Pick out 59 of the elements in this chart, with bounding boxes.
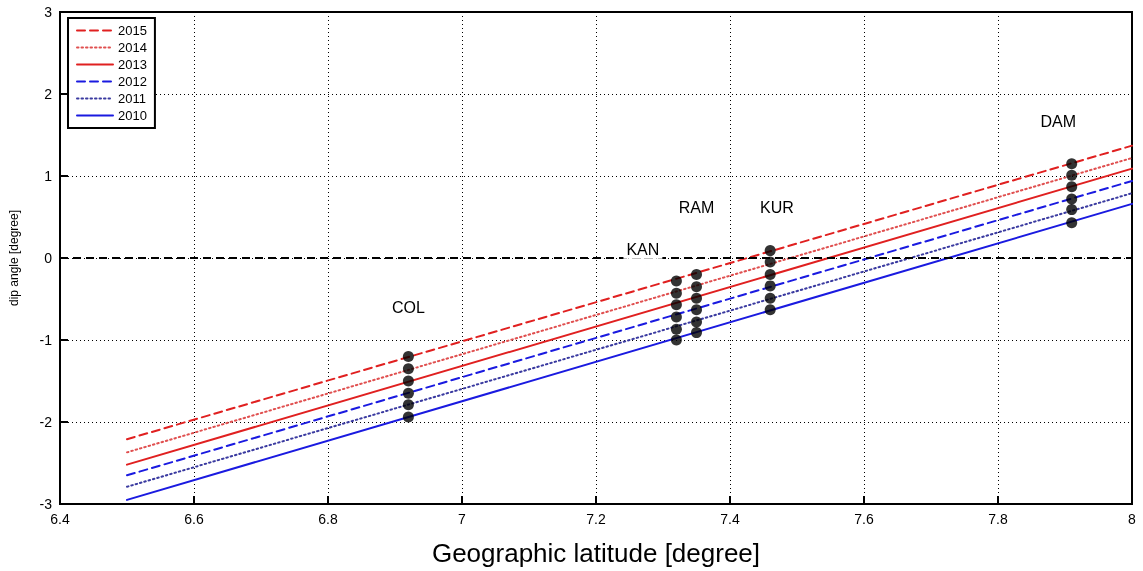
x-tick-label: 7.6 bbox=[854, 511, 874, 527]
point bbox=[670, 311, 682, 323]
y-tick-label: -1 bbox=[39, 332, 53, 348]
x-tick-label: 6.4 bbox=[50, 511, 70, 527]
point bbox=[402, 387, 414, 399]
point bbox=[1066, 217, 1078, 229]
point bbox=[670, 287, 682, 299]
point bbox=[764, 268, 776, 280]
point bbox=[670, 299, 682, 311]
annotation: KAN bbox=[626, 241, 660, 259]
x-axis-title: Geographic latitude [degree] bbox=[431, 538, 761, 568]
annotation: COL bbox=[391, 298, 425, 316]
legend-label: 2011 bbox=[118, 91, 146, 106]
point bbox=[402, 399, 414, 411]
point bbox=[670, 323, 682, 335]
point bbox=[691, 304, 702, 316]
point bbox=[670, 275, 682, 287]
point bbox=[1066, 193, 1078, 205]
x-tick-label: 7.4 bbox=[720, 511, 740, 527]
point bbox=[764, 256, 776, 268]
point bbox=[402, 350, 414, 362]
point bbox=[402, 411, 414, 423]
point bbox=[764, 304, 776, 316]
legend-label: 2010 bbox=[118, 108, 147, 123]
point bbox=[402, 363, 414, 375]
y-tick-label: 0 bbox=[44, 250, 53, 266]
point bbox=[691, 316, 702, 328]
point bbox=[764, 292, 776, 304]
point bbox=[691, 292, 702, 304]
point bbox=[402, 375, 414, 387]
point bbox=[1066, 181, 1078, 193]
annotation: RAM bbox=[678, 198, 715, 216]
x-tick-label: 6.8 bbox=[318, 511, 338, 527]
legend-label: 2014 bbox=[118, 40, 147, 55]
y-tick-label: 2 bbox=[44, 86, 53, 102]
y-tick-label: 1 bbox=[44, 168, 53, 184]
y-tick-label: -2 bbox=[39, 414, 53, 430]
point bbox=[764, 245, 776, 257]
point bbox=[691, 268, 702, 280]
point bbox=[764, 280, 776, 292]
legend-label: 2015 bbox=[118, 23, 147, 38]
point bbox=[1066, 158, 1078, 170]
x-tick-label: 8 bbox=[1128, 511, 1137, 527]
point bbox=[1066, 204, 1078, 216]
legend-label: 2013 bbox=[118, 57, 147, 72]
point bbox=[670, 334, 682, 346]
x-tick-label: 7.2 bbox=[586, 511, 606, 527]
x-tick-label: 7 bbox=[458, 511, 467, 527]
x-tick-label: 7.8 bbox=[988, 511, 1008, 527]
y-tick-label: -3 bbox=[39, 496, 53, 512]
legend-label: 2012 bbox=[118, 74, 147, 89]
point bbox=[691, 281, 702, 293]
x-tick-label: 6.6 bbox=[184, 511, 204, 527]
annotation: KUR bbox=[760, 198, 794, 216]
y-tick-label: 3 bbox=[44, 4, 53, 20]
annotation: DAM bbox=[1040, 112, 1077, 130]
point bbox=[1066, 169, 1078, 181]
y-axis-title: dip angle [degree] bbox=[7, 209, 21, 307]
point bbox=[691, 327, 702, 339]
